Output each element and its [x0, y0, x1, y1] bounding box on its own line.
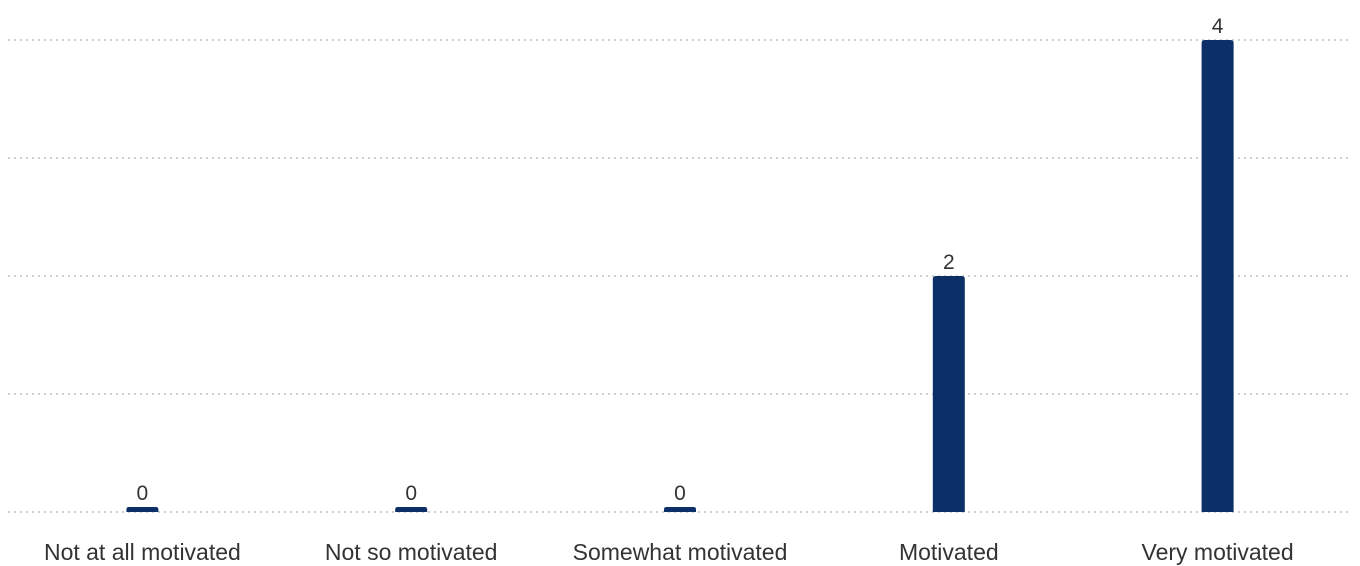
grid-layer — [8, 39, 1352, 513]
category-label: Very motivated — [1142, 539, 1294, 565]
bar-value-label: 0 — [137, 482, 149, 505]
bar — [932, 276, 965, 512]
bar — [664, 507, 696, 512]
bar-layer — [126, 40, 1234, 512]
category-label: Somewhat motivated — [573, 539, 788, 565]
value-label-layer: 0 0 0 2 4 — [137, 15, 1224, 505]
category-label: Not at all motivated — [44, 539, 241, 565]
bar-value-label: 2 — [943, 251, 955, 274]
category-label: Not so motivated — [325, 539, 498, 565]
category-label-layer: Not at all motivated Not so motivated Some… — [44, 539, 1294, 565]
category-label: Motivated — [899, 539, 999, 565]
bar-value-label: 0 — [405, 482, 417, 505]
bar — [126, 507, 159, 512]
bar — [1201, 40, 1234, 512]
bar-value-label: 4 — [1212, 15, 1224, 38]
bar-value-label: 0 — [674, 482, 686, 505]
bar — [395, 507, 428, 512]
